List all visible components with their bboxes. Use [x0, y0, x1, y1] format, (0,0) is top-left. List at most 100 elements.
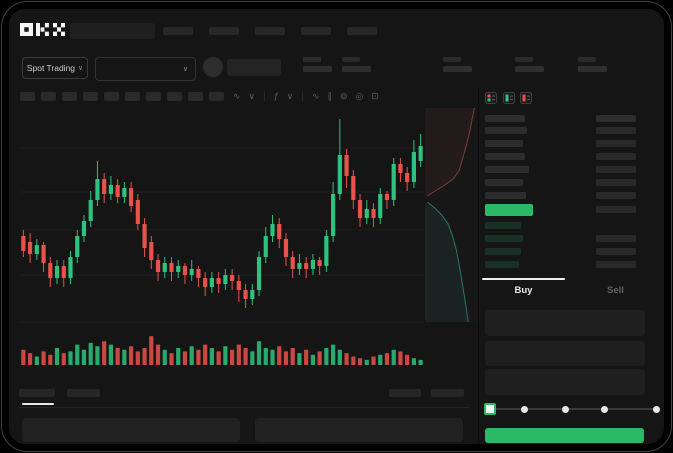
book-bids-view-icon[interactable] — [503, 92, 515, 104]
volume-bar — [155, 344, 161, 365]
depth-chart[interactable] — [425, 108, 477, 322]
candle — [95, 161, 100, 206]
chevron-down-icon[interactable]: ∨ — [248, 91, 256, 101]
chart-style-icon[interactable]: ∿ — [233, 91, 241, 101]
nav-menu — [163, 27, 377, 35]
candle — [115, 179, 120, 203]
volume-bar — [216, 351, 221, 365]
timeframe-pill[interactable] — [104, 92, 119, 101]
nav-item-placeholder[interactable] — [255, 27, 285, 35]
line-tool-icon[interactable]: ∿ — [311, 91, 320, 101]
volume-bar — [290, 348, 295, 365]
pair-dropdown[interactable]: ∨ — [95, 57, 196, 81]
candle — [236, 275, 241, 302]
book-split-view-icon[interactable] — [485, 92, 497, 104]
candle — [391, 158, 396, 206]
volume-bar — [277, 346, 282, 365]
timeframe-pill[interactable] — [20, 92, 35, 101]
indicators-fx-icon[interactable]: ƒ — [273, 91, 279, 101]
volume-bar — [344, 353, 349, 365]
candle — [54, 260, 60, 284]
ask-price-row[interactable] — [485, 192, 526, 199]
slider-stop[interactable] — [600, 405, 608, 413]
order-form-placeholder-left[interactable] — [22, 418, 240, 442]
amount-slider-track[interactable] — [490, 408, 656, 410]
timeframe-pill[interactable] — [209, 92, 224, 101]
amount-input-placeholder[interactable] — [485, 341, 645, 366]
nav-item-placeholder[interactable] — [163, 27, 193, 35]
ask-price-row[interactable] — [485, 127, 527, 134]
ask-size-row — [596, 179, 636, 186]
timeframe-pill[interactable] — [125, 92, 140, 101]
chevron-down-icon: ∨ — [78, 64, 84, 72]
candle — [68, 251, 73, 284]
tab-sell[interactable]: Sell — [574, 282, 657, 302]
timeframe-pill[interactable] — [146, 92, 161, 101]
bottom-tab-active[interactable] — [19, 389, 55, 397]
bottom-action-pill[interactable] — [431, 389, 464, 397]
timeframe-pill[interactable] — [41, 92, 56, 101]
volume-bar — [317, 351, 322, 365]
market-type-selector[interactable]: Spot Trading ∨ — [22, 57, 88, 79]
bid-price-row[interactable] — [485, 222, 521, 229]
ask-price-row[interactable] — [485, 166, 529, 173]
bid-size-row — [596, 248, 636, 255]
nav-item-placeholder[interactable] — [301, 27, 331, 35]
fullscreen-icon[interactable]: ⊡ — [371, 91, 379, 101]
ask-size-row — [596, 153, 636, 160]
ask-price-row[interactable] — [485, 153, 525, 160]
stat-label-placeholder — [303, 57, 321, 62]
bid-size-row — [596, 235, 636, 242]
pair-search-placeholder[interactable] — [70, 23, 155, 39]
timeframe-pill[interactable] — [188, 92, 203, 101]
pair-name-placeholder — [227, 59, 281, 76]
bid-price-row[interactable] — [485, 248, 521, 255]
ask-price-row[interactable] — [485, 140, 523, 147]
timeframe-pill[interactable] — [62, 92, 77, 101]
bottom-tab[interactable] — [67, 389, 100, 397]
stat-value-placeholder — [303, 66, 332, 72]
chevron-down-icon[interactable]: ∨ — [286, 91, 294, 101]
candle — [223, 269, 228, 290]
sell-tab-label: Sell — [607, 285, 624, 296]
slider-stop[interactable] — [561, 405, 569, 413]
candlestick-chart[interactable] — [20, 110, 424, 332]
screenshot-icon[interactable]: ⊚ — [340, 91, 348, 101]
section-divider — [19, 407, 469, 408]
volume-bar — [41, 351, 46, 365]
last-price-bar[interactable] — [485, 204, 533, 216]
volume-bar — [384, 353, 390, 365]
slider-stop-active[interactable] — [484, 403, 496, 415]
slider-stop[interactable] — [652, 405, 660, 413]
volume-bar — [310, 354, 315, 365]
bottom-action-pill[interactable] — [389, 389, 421, 397]
book-asks-view-icon[interactable] — [520, 92, 532, 104]
settings-icon[interactable]: ◎ — [355, 91, 364, 101]
ask-price-row[interactable] — [485, 179, 523, 186]
buy-submit-button[interactable] — [485, 428, 644, 443]
timeframe-pill[interactable] — [83, 92, 98, 101]
nav-item-placeholder[interactable] — [347, 27, 377, 35]
total-input-placeholder[interactable] — [485, 369, 645, 395]
volume-bar — [81, 349, 87, 365]
price-input-placeholder[interactable] — [485, 310, 645, 336]
candle — [324, 230, 329, 272]
timeframe-pill[interactable] — [167, 92, 182, 101]
asks-depth-fill — [425, 108, 475, 196]
slider-stop[interactable] — [520, 405, 528, 413]
parallel-lines-icon[interactable]: ∥ — [327, 91, 333, 101]
order-form-placeholder-right[interactable] — [255, 418, 463, 442]
candle — [108, 176, 113, 200]
trade-sidebar: Buy Sell — [478, 88, 664, 444]
ask-size-row — [596, 140, 636, 147]
candle — [411, 140, 416, 188]
nav-item-placeholder[interactable] — [209, 27, 239, 35]
volume-bar — [297, 353, 302, 365]
bid-price-row[interactable] — [485, 261, 519, 268]
chart-tools: ∿ ∨ | ƒ ∨ | ∿ ∥ ⊚ ◎ ⊡ — [233, 90, 379, 103]
bid-price-row[interactable] — [485, 235, 523, 242]
tab-buy[interactable]: Buy — [482, 282, 565, 302]
volume-bar — [270, 349, 275, 365]
candle — [337, 119, 342, 200]
